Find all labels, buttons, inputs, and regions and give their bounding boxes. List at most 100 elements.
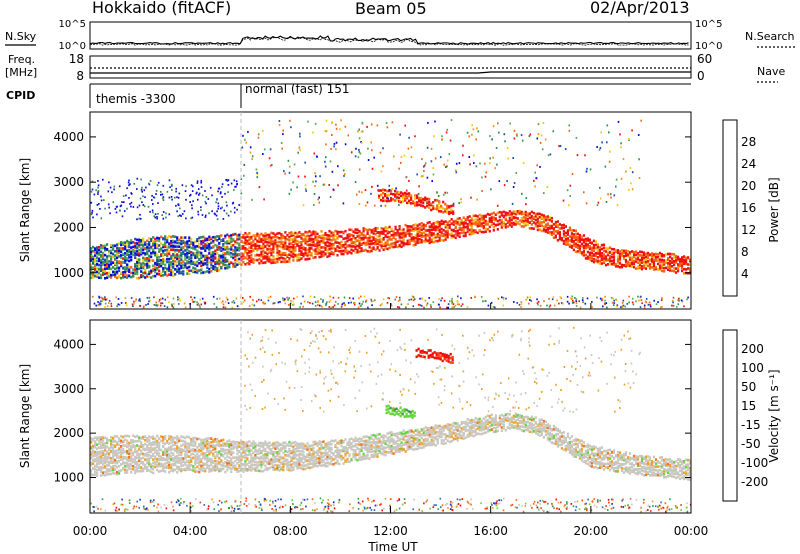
power-cell [188, 239, 191, 243]
power-cell [536, 214, 539, 217]
velocity-cell [216, 460, 219, 463]
power-cell [636, 252, 640, 255]
power-cell [572, 244, 575, 247]
power-cell [348, 244, 351, 247]
velocity-cell [234, 440, 237, 444]
power-cell [612, 253, 616, 257]
power-cell [311, 302, 314, 305]
power-cell [178, 262, 181, 266]
velocity-cell [94, 464, 97, 468]
power-cell [638, 261, 642, 265]
velocity-cell [126, 445, 129, 448]
power-cell [308, 230, 311, 233]
velocity-cell [132, 434, 135, 438]
power-cell [252, 240, 255, 244]
power-cell [262, 257, 265, 260]
power-cell [90, 272, 93, 276]
power-cell [122, 241, 125, 245]
power-cell [161, 297, 164, 300]
velocity-cell [208, 457, 211, 461]
power-cell [552, 232, 555, 235]
power-cell [640, 250, 644, 254]
velocity-cell [274, 455, 277, 459]
velocity-cell [164, 465, 167, 469]
velocity-cell [208, 470, 211, 473]
velocity-cell [284, 445, 287, 448]
velocity-cell [122, 435, 125, 439]
power-cell [500, 213, 503, 217]
velocity-cell [188, 465, 191, 469]
power-cell [240, 255, 243, 258]
power-cell [410, 236, 413, 240]
velocity-cell [180, 458, 183, 462]
power-cell [216, 239, 219, 242]
power-cell [90, 213, 93, 216]
power-cell [412, 244, 415, 247]
power-cell [138, 238, 141, 242]
power-cell [210, 266, 213, 269]
velocity-cell [284, 449, 287, 453]
velocity-cell [184, 455, 187, 458]
power-cell [282, 247, 285, 250]
power-cell [260, 240, 263, 243]
velocity-cell [262, 469, 265, 473]
velocity-cell [244, 462, 247, 465]
power-cell [393, 155, 395, 158]
velocity-cell [182, 468, 185, 471]
power-cell [129, 183, 131, 186]
power-cell [106, 271, 109, 275]
velocity-cell [168, 471, 171, 474]
power-cell [116, 266, 119, 270]
power-cell [255, 168, 258, 171]
power-cell [360, 247, 363, 250]
power-cell [361, 121, 364, 124]
power-cell [150, 276, 153, 279]
velocity-cell [190, 458, 193, 461]
power-cell [446, 159, 449, 162]
power-cell [128, 274, 131, 278]
power-cell [166, 274, 169, 277]
power-cell [276, 236, 279, 239]
power-cell [410, 298, 412, 301]
power-cell [130, 271, 133, 275]
velocity-cell [292, 454, 295, 457]
power-cell [266, 240, 269, 244]
velocity-cell [258, 441, 261, 445]
power-cell [255, 300, 258, 303]
velocity-cell [248, 453, 251, 456]
power-cell [379, 151, 382, 154]
power-cell [246, 241, 249, 245]
velocity-cell [188, 459, 191, 463]
velocity-cell [282, 447, 285, 450]
velocity-cell [130, 451, 133, 455]
velocity-cell [204, 469, 207, 473]
power-cell [205, 196, 208, 198]
power-cell [538, 220, 541, 224]
power-cell [454, 225, 457, 229]
velocity-cell [104, 461, 107, 465]
power-cell [182, 263, 185, 266]
power-cell [396, 229, 399, 232]
power-cell [128, 256, 131, 259]
power-cell [192, 244, 195, 247]
velocity-cell [130, 471, 133, 474]
power-cell [174, 240, 177, 243]
power-cell [612, 261, 616, 264]
power-cell [414, 223, 417, 226]
power-cell [112, 261, 115, 264]
velocity-cell [100, 461, 103, 465]
power-cell [582, 244, 585, 248]
velocity-cell [162, 438, 165, 442]
power-cell [272, 236, 275, 239]
power-cell [104, 244, 107, 248]
power-cell [323, 183, 326, 186]
power-cell [182, 246, 185, 249]
power-cell [628, 264, 632, 268]
power-cell [180, 215, 182, 217]
velocity-cell [288, 461, 291, 464]
velocity-cell [118, 469, 121, 473]
velocity-cell [296, 463, 299, 466]
power-cell [632, 255, 636, 259]
power-cell [228, 253, 231, 256]
velocity-cell [268, 459, 271, 462]
